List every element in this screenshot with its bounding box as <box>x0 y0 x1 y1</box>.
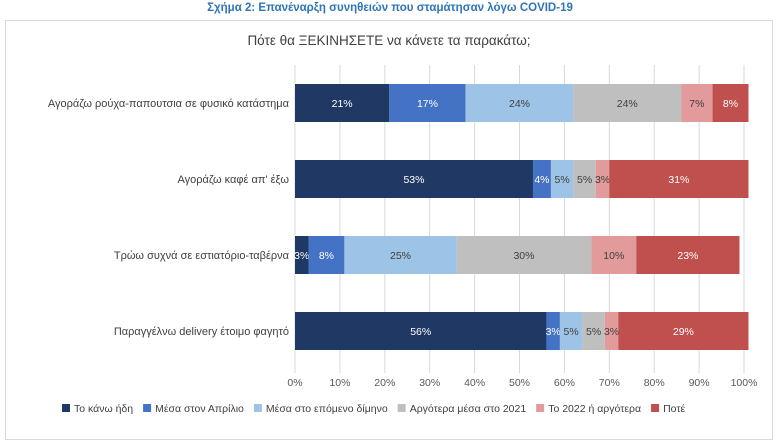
x-tick-label: 80% <box>644 377 665 389</box>
bar-segment <box>295 160 533 198</box>
data-label: 7% <box>689 98 704 110</box>
category-label: Τρώω συχνά σε εστιατόριο-ταβέρνα <box>114 250 290 262</box>
bar-segment <box>532 160 551 198</box>
x-tick-label: 30% <box>419 377 440 389</box>
bar-segment <box>295 84 390 122</box>
bar-segment <box>573 160 596 198</box>
stacked-bar-chart: Πότε θα ΞΕΚΙΝΗΣΕΤΕ να κάνετε τα παρακάτω… <box>48 33 758 415</box>
x-tick-label: 50% <box>509 377 530 389</box>
category-labels: Αγοράζω ρούχα-παπουτσια σε φυσικό κατάστ… <box>48 98 290 338</box>
x-axis-ticks: 0% 10% 20% 30% 40% 50% 60% 70% 80% 90% 100% <box>287 377 757 389</box>
data-label: 8% <box>723 98 738 110</box>
x-tick-label: 0% <box>287 377 302 389</box>
data-label: 29% <box>673 326 694 338</box>
data-label: 31% <box>668 174 689 186</box>
x-tick-label: 70% <box>599 377 620 389</box>
bar-segment <box>595 160 610 198</box>
legend-label: Μέσα στο επόμενο δίμηνο <box>266 403 388 415</box>
data-label: 17% <box>417 98 438 110</box>
legend-label: Το κάνω ήδη <box>74 403 133 415</box>
data-label: 53% <box>403 174 424 186</box>
chart-title: Πότε θα ΞΕΚΙΝΗΣΕΤΕ να κάνετε τα παρακάτω… <box>247 33 530 48</box>
data-label: 24% <box>617 98 638 110</box>
legend-label: Ποτέ <box>663 403 685 415</box>
data-label: 24% <box>509 98 530 110</box>
legend: Το κάνω ήδη Μέσα στον Απρίλιο Μέσα στο επό… <box>62 403 686 415</box>
bar-segment <box>308 236 345 274</box>
legend-label: Το 2022 ή αργότερα <box>548 403 641 415</box>
x-tick-label: 90% <box>689 377 710 389</box>
legend-label: Μέσα στον Απρίλιο <box>155 403 244 415</box>
bar-segment <box>550 160 574 198</box>
legend-swatch <box>143 404 152 412</box>
data-label: 3% <box>595 174 610 186</box>
bar-segment <box>465 84 574 122</box>
data-label: 5% <box>577 174 592 186</box>
x-tick-label: 20% <box>374 377 395 389</box>
legend-swatch <box>651 404 660 412</box>
legend-swatch <box>253 404 262 412</box>
figure-caption: Σχήμα 2: Επανέναρξη συνηθειών που σταμάτ… <box>207 2 573 14</box>
category-label: Παραγγέλνω delivery έτοιμο φαγητό <box>114 326 289 338</box>
bar-segment <box>389 84 466 122</box>
data-label: 25% <box>390 250 411 262</box>
bar-segment <box>604 312 619 350</box>
bar-segment <box>636 236 740 274</box>
data-label: 8% <box>319 250 334 262</box>
x-tick-label: 100% <box>731 377 758 389</box>
category-label: Αγοράζω ρούχα-παπουτσια σε φυσικό κατάστ… <box>48 98 290 110</box>
legend-label: Αργότερα μέσα στο 2021 <box>410 403 527 415</box>
bar-segment <box>681 84 713 122</box>
bar-segment <box>618 312 749 350</box>
bar-segment <box>591 236 637 274</box>
data-label: 5% <box>586 326 601 338</box>
category-label: Αγοράζω καφέ απ' έξω <box>178 174 290 186</box>
x-tick-label: 40% <box>464 377 485 389</box>
data-label: 4% <box>534 174 549 186</box>
data-label: 3% <box>294 250 309 262</box>
data-label: 10% <box>603 250 624 262</box>
bar-segment <box>546 312 560 350</box>
data-label: 5% <box>555 174 570 186</box>
legend-swatch <box>397 404 406 412</box>
bar-segment <box>344 236 457 274</box>
data-label: 30% <box>513 250 534 262</box>
bar-segment <box>582 312 605 350</box>
legend-swatch <box>536 404 545 412</box>
data-label: 21% <box>332 98 353 110</box>
legend-swatch <box>62 404 70 412</box>
data-label: 56% <box>410 326 431 338</box>
data-label: 23% <box>677 250 698 262</box>
data-label: 5% <box>564 326 579 338</box>
bar-segment <box>456 236 592 274</box>
bar-segment <box>609 160 749 198</box>
bar-segment <box>712 84 749 122</box>
chart-area: Πότε θα ΞΕΚΙΝΗΣΕΤΕ να κάνετε τα παρακάτω… <box>5 20 773 440</box>
bar-segment <box>295 312 547 350</box>
x-tick-label: 60% <box>554 377 575 389</box>
bars: 21% 17% 24% 24% 7% 8%53% 4% 5% 5% 3% 31%3% 8% 25% 30%… <box>294 84 749 350</box>
bar-segment <box>573 84 682 122</box>
bar-segment <box>559 312 583 350</box>
bar-segment <box>295 236 309 274</box>
x-tick-label: 10% <box>329 377 350 389</box>
data-label: 3% <box>604 326 619 338</box>
data-label: 3% <box>546 326 561 338</box>
